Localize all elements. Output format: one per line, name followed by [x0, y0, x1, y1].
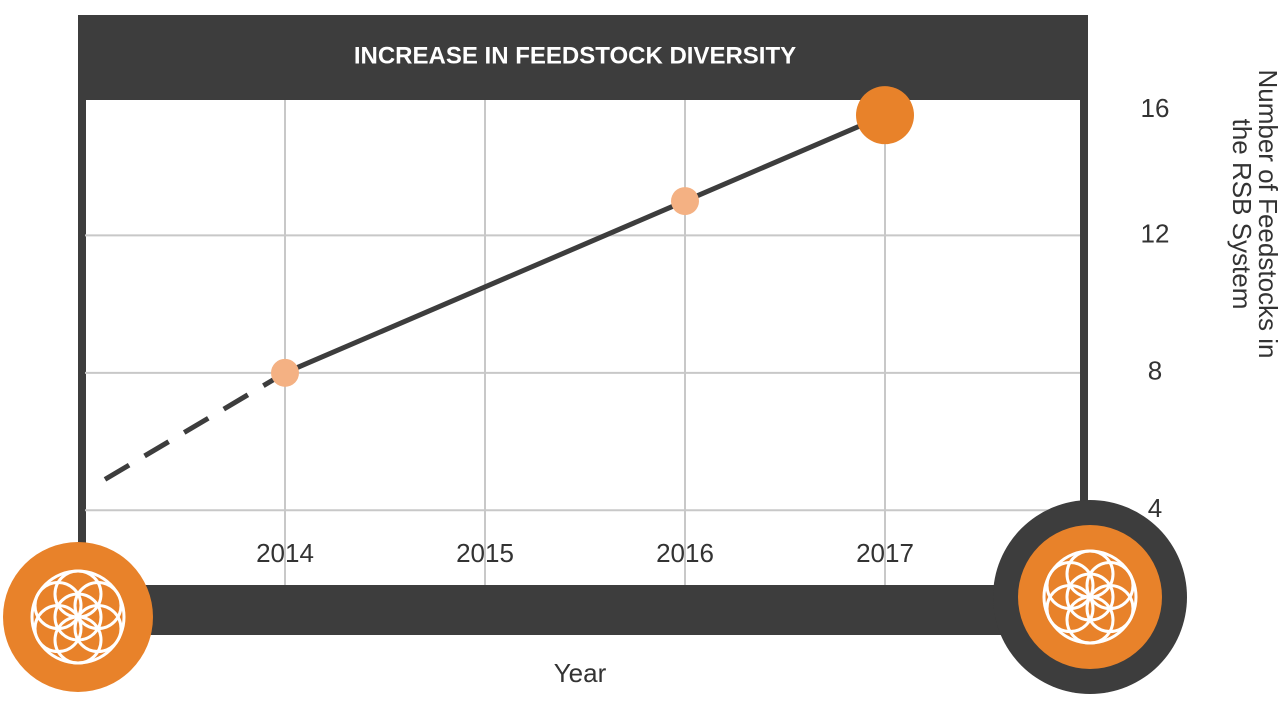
header-bar	[78, 15, 1088, 100]
chart-title: INCREASE IN FEEDSTOCK DIVERSITY	[354, 42, 796, 69]
x-tick-label: 2015	[456, 538, 514, 568]
frame-left	[78, 15, 86, 590]
y-tick-label: 12	[1141, 218, 1170, 248]
footer-bar	[100, 585, 1020, 635]
line	[284, 112, 886, 376]
y-tick-label: 4	[1148, 493, 1162, 523]
grid	[85, 100, 1080, 585]
y-axis-label: Number of Feedstocks in the RSB System	[1227, 69, 1282, 359]
x-tick-label: 2017	[856, 538, 914, 568]
point	[856, 86, 914, 145]
y-tick-label: 8	[1148, 356, 1162, 386]
point	[671, 187, 699, 216]
marks	[103, 86, 914, 482]
line	[103, 370, 287, 482]
icon-left	[3, 542, 153, 692]
y-tick-label: 16	[1141, 93, 1170, 123]
icon-right	[993, 500, 1187, 694]
x-tick-label: 2014	[256, 538, 314, 568]
x-tick-label: 2016	[656, 538, 714, 568]
point	[271, 358, 299, 387]
frame-right	[1080, 15, 1088, 590]
x-axis-label: Year	[554, 658, 607, 688]
